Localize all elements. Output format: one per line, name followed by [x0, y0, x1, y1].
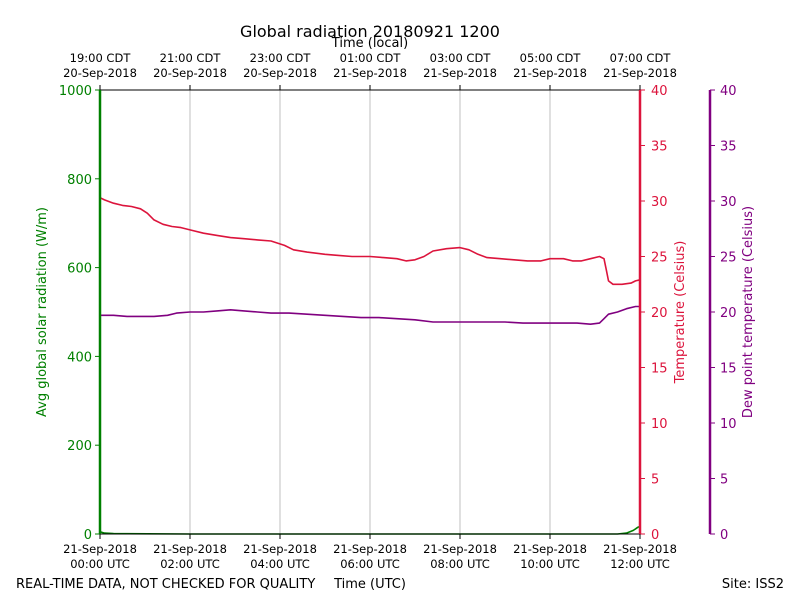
bottom-tick-time: 04:00 UTC: [250, 557, 310, 571]
top-tick-date: 20-Sep-2018: [243, 66, 317, 80]
chart-title: Global radiation 20180921 1200: [240, 22, 500, 41]
temperature-tick-label: 15: [651, 362, 668, 377]
top-tick-time: 19:00 CDT: [70, 51, 132, 65]
top-tick-date: 21-Sep-2018: [423, 66, 497, 80]
bottom-tick-time: 10:00 UTC: [520, 557, 580, 571]
radiation-tick-label: 800: [67, 173, 92, 188]
bottom-tick-date: 21-Sep-2018: [243, 542, 317, 556]
dewpoint-tick-label: 0: [720, 528, 728, 543]
temperature-tick-label: 30: [651, 195, 668, 210]
bottom-tick-time: 12:00 UTC: [610, 557, 670, 571]
temperature-tick-label: 5: [651, 473, 659, 488]
top-tick-time: 23:00 CDT: [250, 51, 312, 65]
dewpoint-tick-label: 15: [720, 362, 737, 377]
dewpoint-axis-label: Dew point temperature (Celsius): [741, 206, 756, 418]
bottom-tick-date: 21-Sep-2018: [603, 542, 677, 556]
bottom-tick-date: 21-Sep-2018: [513, 542, 587, 556]
temperature-tick-label: 20: [651, 306, 668, 321]
bottom-tick-time: 08:00 UTC: [430, 557, 490, 571]
top-axis-label: Time (local): [331, 36, 408, 51]
bottom-tick-time: 00:00 UTC: [70, 557, 130, 571]
bottom-tick-date: 21-Sep-2018: [333, 542, 407, 556]
top-tick-time: 07:00 CDT: [610, 51, 672, 65]
footer-site: Site: ISS2: [722, 577, 784, 592]
temperature-tick-label: 0: [651, 528, 659, 543]
radiation-tick-label: 1000: [59, 84, 92, 99]
dewpoint-tick-label: 35: [720, 140, 737, 155]
temperature-tick-label: 25: [651, 251, 668, 266]
top-tick-time: 05:00 CDT: [520, 51, 582, 65]
temperature-tick-label: 35: [651, 140, 668, 155]
temperature-series-line: [99, 196, 641, 286]
bottom-tick-time: 06:00 UTC: [340, 557, 400, 571]
radiation-axis-label: Avg global solar radiation (W/m): [35, 207, 50, 417]
top-tick-date: 21-Sep-2018: [603, 66, 677, 80]
radiation-tick-label: 600: [67, 262, 92, 277]
top-tick-time: 03:00 CDT: [430, 51, 492, 65]
footer-quality-note: REAL-TIME DATA, NOT CHECKED FOR QUALITY: [16, 577, 315, 592]
dewpoint-tick-label: 5: [720, 473, 728, 488]
top-tick-date: 20-Sep-2018: [63, 66, 137, 80]
top-tick-date: 21-Sep-2018: [513, 66, 587, 80]
dewpoint-tick-label: 20: [720, 306, 737, 321]
bottom-tick-time: 02:00 UTC: [160, 557, 220, 571]
top-tick-time: 21:00 CDT: [160, 51, 222, 65]
x-axis-label: Time (UTC): [333, 577, 406, 592]
dewpoint-tick-label: 30: [720, 195, 737, 210]
dewpoint-tick-label: 10: [720, 417, 737, 432]
radiation-tick-label: 400: [67, 350, 92, 365]
dewpoint-tick-label: 25: [720, 251, 737, 266]
top-tick-date: 21-Sep-2018: [333, 66, 407, 80]
top-tick-date: 20-Sep-2018: [153, 66, 227, 80]
dewpoint-tick-label: 40: [720, 84, 737, 99]
dewpoint-series-line: [100, 305, 640, 325]
radiation-tick-label: 200: [67, 439, 92, 454]
radiation-tick-label: 0: [84, 528, 92, 543]
bottom-tick-date: 21-Sep-2018: [63, 542, 137, 556]
temperature-tick-label: 40: [651, 84, 668, 99]
bottom-tick-date: 21-Sep-2018: [423, 542, 497, 556]
temperature-tick-label: 10: [651, 417, 668, 432]
temperature-axis-label: Temperature (Celsius): [673, 241, 688, 385]
bottom-tick-date: 21-Sep-2018: [153, 542, 227, 556]
top-tick-time: 01:00 CDT: [340, 51, 402, 65]
